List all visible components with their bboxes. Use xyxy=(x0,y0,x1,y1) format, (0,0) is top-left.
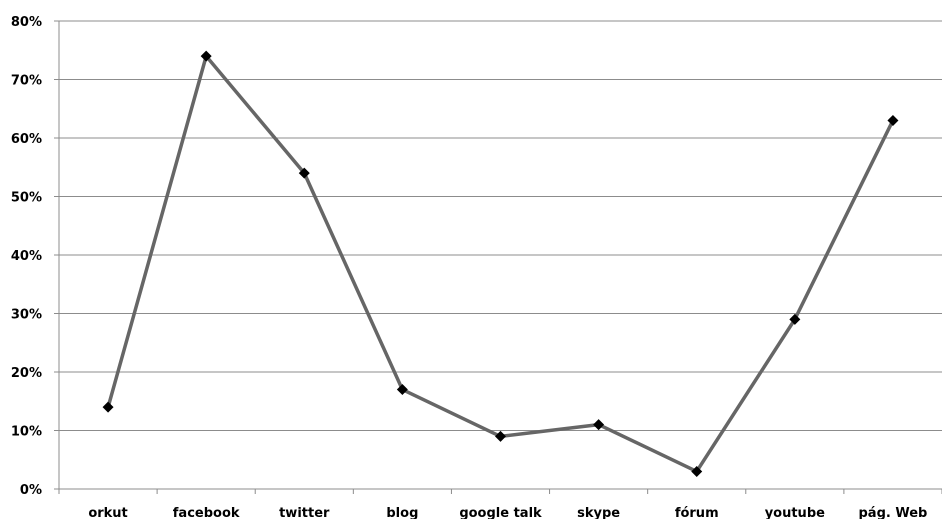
data-point-blog xyxy=(396,384,408,396)
x-tick-label: google talk xyxy=(459,506,542,519)
gridlines xyxy=(59,20,942,431)
data-point-p-g-web xyxy=(887,114,899,126)
y-tick-label: 0% xyxy=(20,483,42,498)
y-tick-label: 70% xyxy=(11,74,42,89)
data-point-youtube xyxy=(789,313,801,325)
axes xyxy=(54,20,942,494)
x-tick-label: fórum xyxy=(675,506,719,519)
y-tick-label: 50% xyxy=(11,191,42,206)
data-point-facebook xyxy=(200,50,212,62)
x-tick-label: blog xyxy=(386,506,418,519)
y-tick-label: 40% xyxy=(11,249,42,264)
data-point-orkut xyxy=(102,401,114,413)
x-tick-label: skype xyxy=(577,506,620,519)
x-tick-label: pág. Web xyxy=(859,506,928,519)
data-point-f-rum xyxy=(691,465,703,477)
y-tick-labels: 0% 10% 20% 30% 40% 50% 60% 70% 80% xyxy=(11,15,42,498)
x-tick-label: youtube xyxy=(765,506,825,519)
x-tick-labels: orkut facebook twitter blog google talk skype… xyxy=(88,506,927,519)
y-tick-label: 60% xyxy=(11,132,42,147)
x-tick-label: twitter xyxy=(279,506,330,519)
series-line xyxy=(106,54,895,474)
y-tick-label: 20% xyxy=(11,366,42,381)
y-tick-label: 10% xyxy=(11,425,42,440)
x-tick-label: facebook xyxy=(173,506,240,519)
data-point-twitter xyxy=(298,167,310,179)
x-tick-label: orkut xyxy=(88,506,127,519)
series xyxy=(102,50,899,477)
data-point-skype xyxy=(593,419,605,431)
y-tick-label: 80% xyxy=(11,15,42,30)
data-point-google-talk xyxy=(495,430,506,442)
y-tick-label: 30% xyxy=(11,308,42,323)
